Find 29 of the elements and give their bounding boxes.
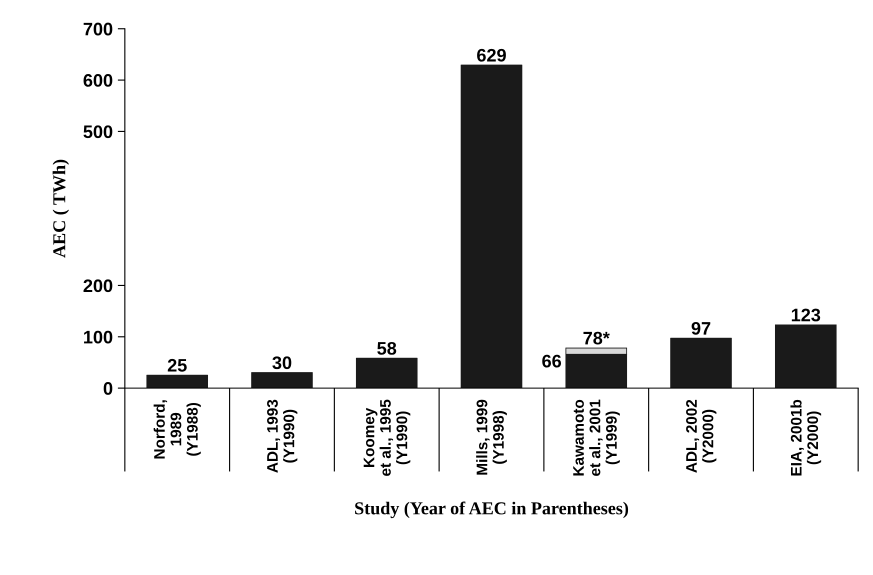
x-tick-label: EIA, 2001b (Y2000) <box>790 400 822 476</box>
bar <box>774 324 837 388</box>
bar <box>146 374 208 388</box>
data-label: 629 <box>477 48 506 62</box>
data-label: 30 <box>272 356 292 370</box>
data-label: 97 <box>692 322 710 335</box>
bar <box>251 372 313 388</box>
bar <box>670 338 732 388</box>
y-tick-label: 0 <box>104 382 112 395</box>
bar <box>356 358 418 388</box>
x-tick-label: ADL, 2002 (Y2000) <box>686 400 716 473</box>
total-label: 78* <box>583 332 610 345</box>
x-axis-title: Study (Year of AEC in Parentheses) <box>355 502 628 518</box>
x-tick-label: Norford, 1989 (Y1988) <box>154 400 201 458</box>
x-tick-label: ADL, 1993 (Y1990) <box>267 400 298 473</box>
data-label: 123 <box>792 308 820 322</box>
x-tick-label: Kawamoto et al., 2001 (Y1999) <box>573 400 620 476</box>
x-tick-label: Mills, 1999 (Y1998) <box>476 400 507 475</box>
y-tick-label: 200 <box>84 279 112 292</box>
bar <box>460 64 522 388</box>
y-tick-label: 700 <box>84 22 112 36</box>
y-axis-title: AEC ( TWh) <box>52 160 70 258</box>
x-tick-label: Koomey et al., 1995 (Y1990) <box>364 400 410 476</box>
data-label: 58 <box>377 342 396 355</box>
y-tick-label: 100 <box>84 330 112 344</box>
y-tick-label: 600 <box>84 74 112 87</box>
data-label: 66 <box>542 354 562 368</box>
y-tick-label: 500 <box>83 125 112 138</box>
data-label: 25 <box>168 358 187 372</box>
